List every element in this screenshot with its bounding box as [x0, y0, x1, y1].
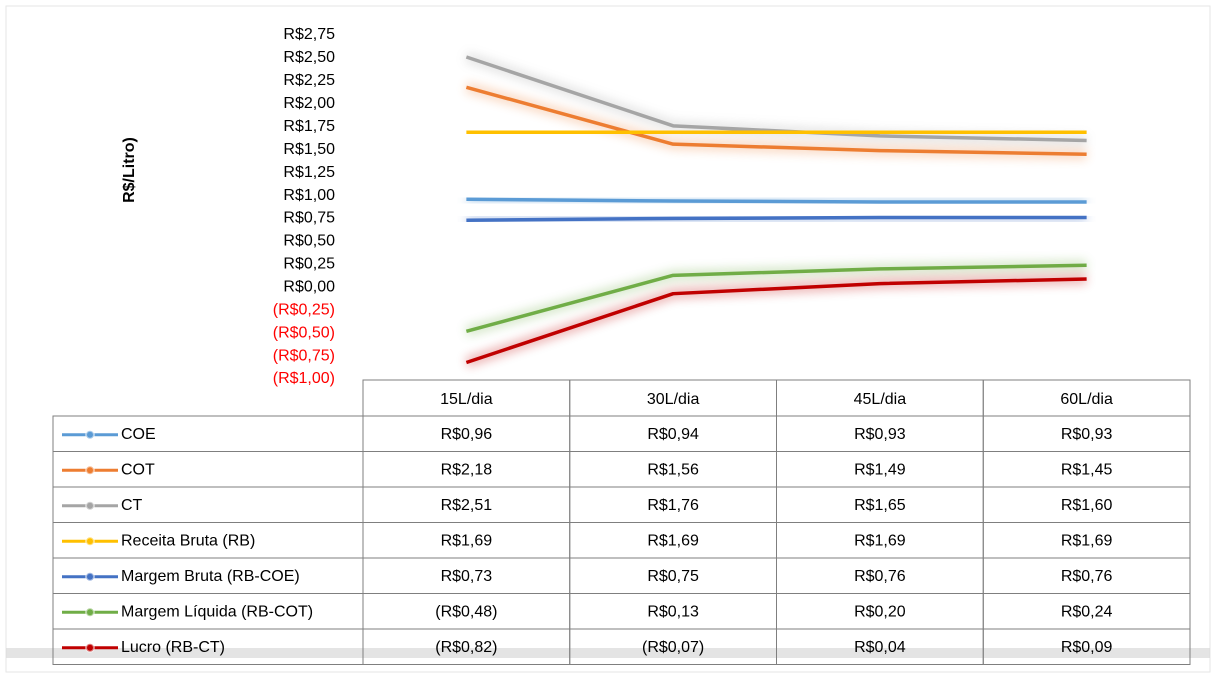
value-label: R$0,24 [1061, 603, 1113, 620]
line-glow [464, 274, 1087, 368]
y-tick-label: R$1,50 [283, 141, 335, 158]
value-label: R$2,18 [441, 461, 493, 478]
line [466, 215, 1087, 223]
legend-label: Margem Bruta (RB-COE) [121, 568, 300, 585]
y-tick-label: (R$0,25) [273, 301, 335, 318]
line-glow [465, 82, 1087, 160]
line [466, 197, 1087, 204]
value-label: R$0,13 [647, 603, 699, 620]
background-band [6, 648, 1210, 658]
legend-marker [85, 500, 95, 511]
line [465, 263, 1087, 333]
y-tick-label: (R$0,75) [273, 347, 335, 364]
y-tick-label: R$2,50 [283, 49, 335, 66]
value-label: (R$0,07) [642, 639, 704, 656]
legend-marker [85, 571, 95, 582]
value-label: R$1,69 [854, 532, 906, 549]
value-label: R$1,49 [854, 461, 906, 478]
y-tick-label: R$1,00 [283, 187, 335, 204]
value-label: R$0,93 [854, 426, 906, 443]
legend-marker [85, 465, 95, 476]
value-label: R$0,96 [441, 426, 493, 443]
legend-marker [85, 642, 95, 653]
x-tick-label: 15L/dia [440, 391, 493, 408]
line [465, 85, 1087, 157]
y-tick-label: R$0,50 [283, 233, 335, 250]
value-label: R$0,75 [647, 568, 699, 585]
value-label: R$1,69 [647, 532, 699, 549]
value-label: (R$0,48) [435, 603, 497, 620]
value-label: R$2,51 [441, 497, 493, 514]
line [465, 277, 1087, 365]
value-label: (R$0,82) [435, 639, 497, 656]
x-tick-label: 45L/dia [854, 391, 907, 408]
value-label: R$0,76 [1061, 568, 1113, 585]
y-tick-label: (R$1,00) [273, 370, 335, 387]
y-axis-label: R$/Litro) [121, 137, 138, 203]
table-cell [982, 628, 1191, 665]
legend-label: Lucro (RB-CT) [121, 639, 225, 656]
value-label: R$1,45 [1061, 461, 1113, 478]
y-tick-label: R$0,75 [283, 210, 335, 227]
x-tick-label: 30L/dia [647, 391, 700, 408]
legend-label: Receita Bruta (RB) [121, 532, 255, 549]
x-tick-label: 60L/dia [1060, 391, 1113, 408]
legend-label: CT [121, 497, 143, 514]
line-glow [465, 260, 1087, 337]
value-label: R$0,73 [441, 568, 493, 585]
value-label: R$1,69 [441, 532, 493, 549]
value-label: R$0,76 [854, 568, 906, 585]
value-label: R$1,56 [647, 461, 699, 478]
legend-label: Margem Líquida (RB-COT) [121, 603, 313, 620]
legend-marker [85, 429, 95, 440]
value-label: R$1,76 [647, 497, 699, 514]
y-tick-label: R$1,75 [283, 118, 335, 135]
value-label: R$0,20 [854, 603, 906, 620]
value-label: R$1,65 [854, 497, 906, 514]
value-label: R$1,60 [1061, 497, 1113, 514]
value-label: R$0,09 [1061, 639, 1113, 656]
value-label: R$0,04 [854, 639, 906, 656]
legend-label: COT [121, 461, 155, 478]
legend-marker [85, 536, 95, 547]
value-label: R$1,69 [1061, 532, 1113, 549]
y-tick-label: R$2,00 [283, 95, 335, 112]
y-tick-label: (R$0,50) [273, 324, 335, 341]
value-label: R$0,94 [647, 426, 699, 443]
y-tick-label: R$2,75 [283, 26, 335, 43]
y-tick-label: R$1,25 [283, 164, 335, 181]
y-tick-label: R$2,25 [283, 72, 335, 89]
legend-label: COE [121, 426, 156, 443]
y-tick-label: R$0,00 [283, 278, 335, 295]
value-label: R$0,93 [1061, 426, 1113, 443]
y-tick-label: R$0,25 [283, 256, 335, 273]
legend-marker [85, 607, 95, 618]
chart-border [5, 5, 1211, 673]
